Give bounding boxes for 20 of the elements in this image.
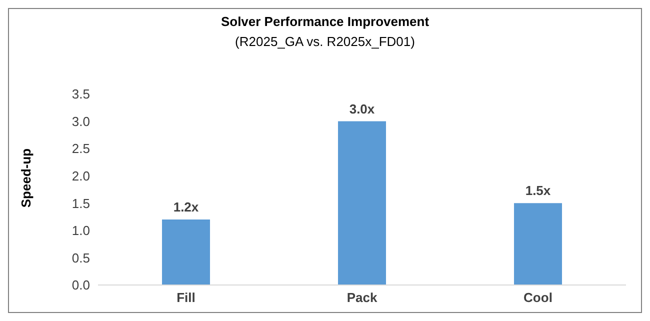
y-tick-label: 1.0	[72, 223, 90, 238]
x-tick-label: Cool	[524, 290, 552, 306]
bar	[338, 121, 386, 285]
y-tick-label: 3.5	[72, 86, 90, 102]
x-tick-label: Pack	[346, 290, 378, 306]
x-tick-label: Fill	[176, 290, 196, 306]
bar	[514, 203, 562, 285]
data-label: 1.2x	[173, 200, 200, 215]
y-tick-label: 2.0	[72, 168, 90, 184]
y-tick-label: 0.5	[72, 250, 90, 266]
chart-title: Solver Performance Improvement	[220, 14, 430, 29]
y-tick-label: 0.0	[72, 278, 90, 293]
y-tick-label: 1.5	[72, 196, 90, 211]
chart-subtitle: (R2025_GA vs. R2025x_FD01)	[234, 34, 416, 49]
data-label: 3.0x	[349, 101, 376, 116]
y-axis-title: Speed-up	[18, 148, 34, 208]
data-label: 1.5x	[525, 183, 552, 198]
bar	[162, 220, 210, 285]
y-tick-label: 2.5	[72, 141, 90, 156]
y-tick-label: 3.0	[72, 114, 90, 129]
